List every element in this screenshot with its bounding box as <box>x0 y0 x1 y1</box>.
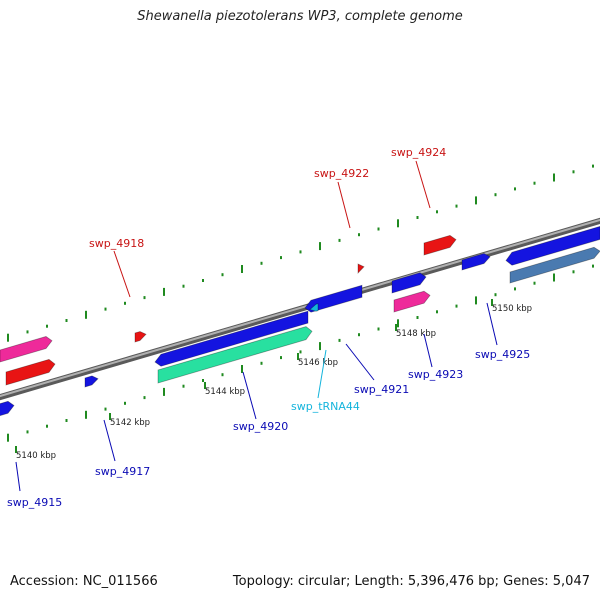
gene-features <box>0 225 600 418</box>
gene-label-swp-4920[interactable]: swp_4920 <box>233 420 288 433</box>
label-leader-line <box>15 461 21 492</box>
gene-feature[interactable] <box>134 331 147 343</box>
label-leader-line <box>317 349 327 399</box>
gene-labels: swp_4915 swp_4917 swp_4918 swp_4920swp_tRNA… <box>7 146 530 509</box>
label-leader-line <box>242 371 257 420</box>
gene-feature[interactable] <box>461 253 491 271</box>
accession-text: Accession: NC_011566 <box>10 574 158 589</box>
genome-summary-text: Topology: circular; Length: 5,396,476 bp… <box>232 574 590 589</box>
tick-label: 5142 kbp <box>110 418 150 428</box>
gene-label-swp-trna44[interactable]: swp_tRNA44 <box>291 400 360 413</box>
map-title: Shewanella piezotolerans WP3, complete g… <box>137 9 463 24</box>
gene-label-swp-4918[interactable]: swp_4918 <box>89 237 144 250</box>
label-leader-line <box>113 250 131 298</box>
gene-feature[interactable] <box>423 234 457 256</box>
tick-label: 5146 kbp <box>298 358 338 368</box>
label-leader-line <box>486 302 498 346</box>
gene-feature[interactable] <box>5 358 56 386</box>
gene-label-swp-4917[interactable]: swp_4917 <box>95 465 150 478</box>
gene-label-swp-4921[interactable]: swp_4921 <box>354 383 409 396</box>
gene-label-swp-4923[interactable]: swp_4923 <box>408 368 463 381</box>
gene-label-swp-4924[interactable]: swp_4924 <box>391 146 446 159</box>
gene-feature[interactable] <box>304 284 363 313</box>
gene-feature[interactable] <box>391 272 427 294</box>
gene-feature[interactable] <box>157 326 313 384</box>
label-leader-line <box>345 343 375 381</box>
coordinate-ticks: 5140 kbp 5142 kbp 5144 kbp 5146 kbp 5148 kbp… <box>15 299 532 461</box>
tick-label: 5150 kbp <box>492 304 532 314</box>
label-leader-line <box>337 181 351 229</box>
tick-label: 5140 kbp <box>16 451 56 461</box>
gene-label-swp-4915[interactable]: swp_4915 <box>7 496 62 509</box>
minor-tick-marks <box>7 164 594 442</box>
label-leader-line <box>415 160 431 209</box>
gene-feature[interactable] <box>84 375 99 388</box>
label-leader-line <box>423 333 433 368</box>
gene-feature[interactable] <box>154 310 309 367</box>
gene-feature[interactable] <box>0 400 15 418</box>
gene-feature[interactable] <box>309 303 319 312</box>
tick-label: 5148 kbp <box>396 329 436 339</box>
gene-feature[interactable] <box>0 336 53 363</box>
label-leader-line <box>103 419 116 462</box>
gene-feature[interactable] <box>393 290 431 313</box>
gene-label-swp-4922[interactable]: swp_4922 <box>314 167 369 180</box>
genome-backbone <box>0 217 600 401</box>
gene-feature[interactable] <box>509 246 600 284</box>
gene-label-swp-4925[interactable]: swp_4925 <box>475 348 530 361</box>
gene-feature[interactable] <box>357 263 365 274</box>
gene-feature[interactable] <box>505 225 600 266</box>
tick-label: 5144 kbp <box>205 387 245 397</box>
